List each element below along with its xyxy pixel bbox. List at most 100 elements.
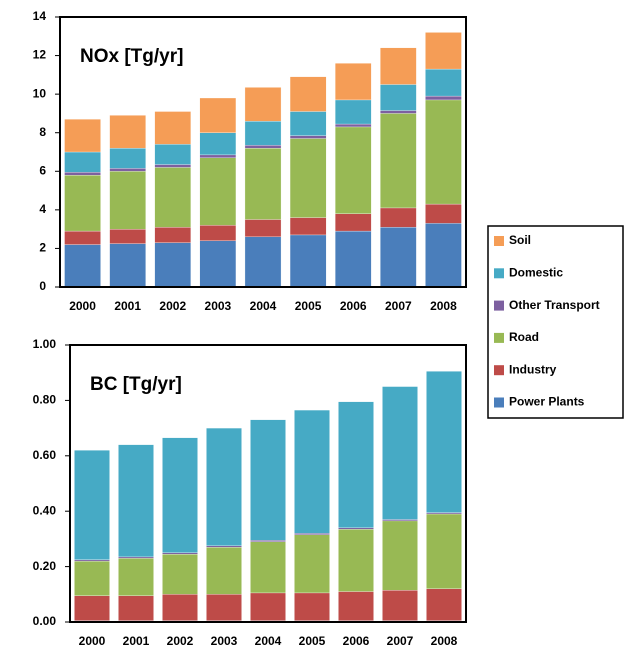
bar-segment [289,76,327,112]
x-tick-label: 2003 [211,634,238,648]
y-tick-label: 0 [39,279,46,293]
x-tick-label: 2008 [430,299,457,313]
legend-label: Other Transport [509,298,600,312]
x-tick-label: 2007 [385,299,412,313]
y-tick-label: 0.40 [33,503,57,517]
bar-segment [244,87,282,122]
bar-segment [199,132,237,156]
bar-segment [74,560,110,596]
bar-segment [294,409,330,534]
x-tick-label: 2004 [255,634,282,648]
bar-segment [380,113,417,209]
bar-segment [206,427,242,546]
bar-segment [335,213,372,232]
x-tick-label: 2005 [299,634,326,648]
bar-segment [206,547,242,595]
y-tick-label: 0.20 [33,559,57,573]
bar-segment [335,123,372,128]
bar-segment [380,227,417,288]
bar-segment [289,135,327,139]
bar-segment [294,533,330,535]
plot-frame [59,16,467,288]
y-tick-label: 6 [39,163,46,177]
bar-segment [74,450,110,560]
bar-segment [382,589,418,621]
bar-segment [154,144,191,165]
bar-segment [199,154,237,158]
bar-segment [109,228,146,244]
bar-segment [64,174,101,232]
bar-segment [289,138,327,218]
bar-segment [118,444,154,558]
bar-segment [109,115,146,149]
bar-segment [162,594,198,621]
x-tick-label: 2006 [343,634,370,648]
bar-segment [244,236,282,288]
y-tick-label: 4 [39,202,46,216]
x-tick-label: 2002 [167,634,194,648]
legend-swatch [494,300,504,311]
bar-segment [425,223,462,288]
bar-segment [109,168,146,172]
legend-box [487,225,624,419]
legend-label: Soil [509,233,531,247]
bar-segment [162,552,198,555]
bar-segment [64,119,101,153]
bar-segment [244,145,282,149]
bar-segment [335,230,372,288]
bar-segment [199,157,237,226]
x-tick-label: 2000 [79,634,106,648]
bar-segment [425,99,462,205]
bar-segment [380,207,417,228]
bar-segment [338,401,374,528]
bar-segment [426,588,462,621]
bar-segment [335,126,372,214]
bar-segment [118,558,154,596]
bar-segment [244,120,282,146]
bar-segment [64,151,101,173]
y-tick-label: 14 [33,9,47,23]
bar-segment [338,591,374,621]
bar-segment [154,167,191,228]
y-tick-label: 0.60 [33,448,57,462]
x-tick-label: 2008 [431,634,458,648]
bar-segment [289,217,327,236]
bar-segment [244,147,282,220]
y-tick-label: 8 [39,125,46,139]
bar-segment [380,84,417,111]
bar-segment [206,545,242,548]
x-tick-label: 2004 [250,299,277,313]
bar-segment [64,244,101,288]
x-tick-label: 2006 [340,299,367,313]
plot-frame [69,344,467,623]
bar-segment [118,556,154,559]
bar-segment [289,111,327,136]
bar-segment [206,594,242,621]
legend-swatch [494,268,504,279]
x-tick-label: 2003 [205,299,232,313]
chart-title: BC [Tg/yr] [90,374,182,395]
y-tick-label: 2 [39,241,46,255]
bar-segment [426,513,462,589]
legend-swatch [494,365,504,376]
bar-segment [338,527,374,530]
bar-segment [118,595,154,621]
legend-label: Power Plants [509,395,585,409]
legend-label: Industry [509,362,557,376]
bar-segment [294,534,330,594]
bar-segment [289,234,327,288]
bar-segment [338,529,374,592]
bar-segment [154,111,191,145]
y-tick-label: 10 [33,86,47,100]
y-tick-label: 1.00 [33,337,57,351]
bar-segment [335,99,372,125]
bar-segment [425,203,462,224]
x-tick-label: 2005 [295,299,322,313]
y-tick-label: 0.80 [33,393,57,407]
bar-segment [244,219,282,238]
bar-segment [74,559,110,562]
bar-segment [382,519,418,522]
bar-segment [199,225,237,241]
legend-swatch [494,332,504,343]
